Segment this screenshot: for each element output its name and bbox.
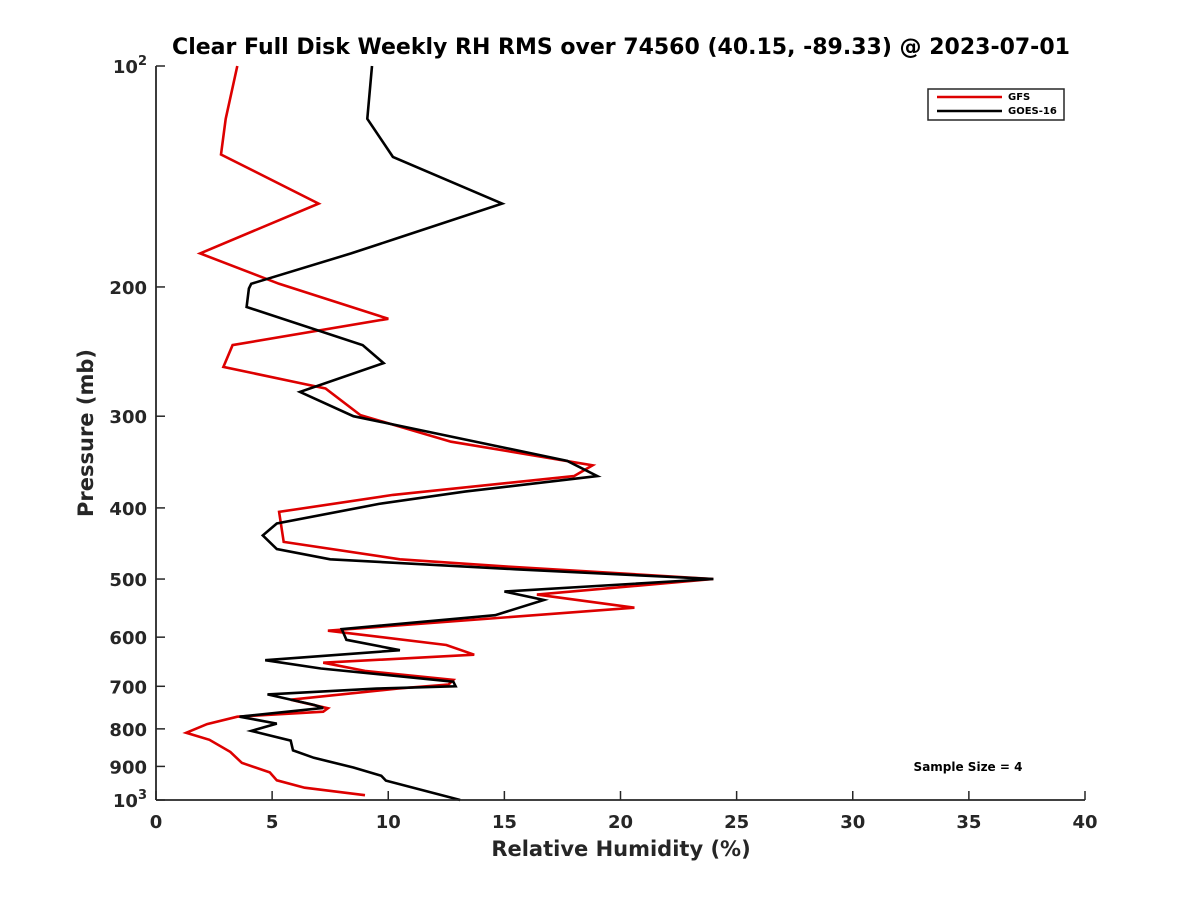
y-tick-label: 102	[113, 54, 147, 78]
x-tick-label: 15	[492, 812, 517, 833]
y-tick-label: 300	[109, 407, 147, 428]
y-tick-label: 800	[109, 720, 147, 741]
y-tick-label: 500	[109, 570, 147, 591]
y-tick-label: 400	[109, 499, 147, 520]
x-tick-label: 40	[1072, 812, 1097, 833]
x-tick-label: 0	[150, 812, 163, 833]
axes	[155, 65, 1086, 801]
legend-box	[927, 88, 1065, 121]
chart-title: Clear Full Disk Weekly RH RMS over 74560…	[172, 35, 1070, 60]
y-tick-label: 103	[113, 788, 147, 812]
series-line-gfs	[182, 65, 714, 797]
sample-size-annotation: Sample Size = 4	[914, 760, 1023, 774]
y-tick-label: 200	[109, 278, 147, 299]
x-tick-label: 25	[724, 812, 749, 833]
x-tick-label: 30	[840, 812, 865, 833]
x-tick-label: 5	[266, 812, 279, 833]
y-axis-label: Pressure (mb)	[74, 349, 98, 517]
y-tick-label: 900	[109, 757, 147, 778]
legend: GFS GOES-16	[927, 88, 1065, 121]
series-line-goes16	[239, 65, 714, 802]
x-axis-label: Relative Humidity (%)	[491, 837, 750, 861]
tick-labels: 0 5 10 15 20 25 30 35 40 102 200 300 400 500 600 700 800…	[109, 54, 1097, 833]
y-tick-label: 700	[109, 677, 147, 698]
series-layer	[182, 65, 714, 802]
x-tick-label: 20	[608, 812, 633, 833]
legend-label-gfs: GFS	[1008, 92, 1030, 103]
x-tick-label: 35	[956, 812, 981, 833]
y-tick-label: 600	[109, 628, 147, 649]
x-tick-label: 10	[376, 812, 401, 833]
legend-label-goes16: GOES-16	[1008, 106, 1057, 117]
